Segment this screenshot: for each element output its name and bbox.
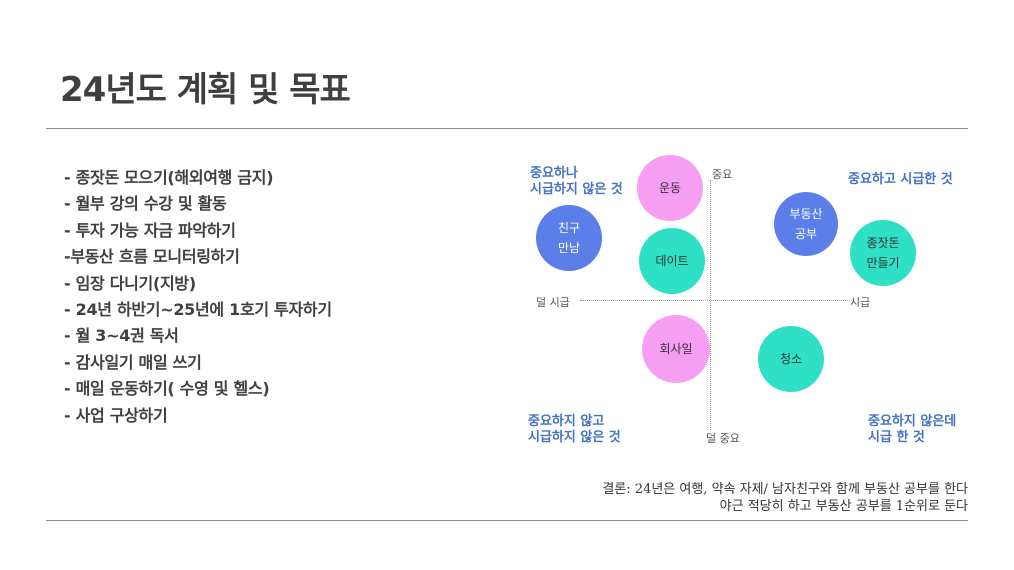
plan-item: - 24년 하반기~25년에 1호기 투자하기: [64, 300, 332, 320]
conclusion: 결론: 24년은 여행, 약속 자제/ 남자친구와 함께 부동산 공부를 한다 …: [602, 481, 968, 515]
bubble-label: 데이트: [655, 254, 689, 268]
bubble-label: 친구: [557, 221, 581, 235]
urgency-axis: [580, 300, 850, 301]
page-title: 24년도 계획 및 목표: [60, 70, 351, 110]
plan-item: - 임장 다니기(지방): [64, 273, 196, 293]
bubble-label: 부동산: [789, 207, 823, 221]
plan-item: - 종잣돈 모으기(해외여행 금지): [64, 168, 274, 187]
bubble-label: 만들기: [866, 256, 900, 270]
quadrant-important-not-urgent: 중요하나 시급하지 않은 것: [530, 166, 623, 198]
conclusion-line: 야근 적당히 하고 부동산 공부를 1순위로 둔다: [719, 499, 968, 514]
quadrant-important-urgent: 중요하고 시급한 것: [848, 172, 953, 188]
bubble-cleaning: 청소: [758, 326, 824, 392]
quadrant-label-line: 시급하지 않은 것: [530, 182, 623, 197]
bubble-label: 만남: [557, 241, 581, 255]
quadrant-not-important-not-urgent: 중요하지 않고 시급하지 않은 것: [528, 414, 621, 446]
bottom-divider: [46, 520, 968, 521]
quadrant-label-line: 중요하지 않고: [528, 414, 605, 429]
plan-item: - 월 3~4권 독서: [64, 326, 179, 346]
axis-label-less-urgent: 덜 시급: [536, 296, 570, 309]
priority-matrix: 중요 덜 중요 덜 시급 시급 중요하나 시급하지 않은 것 중요하고 시급한 …: [520, 150, 980, 450]
bubble-date: 데이트: [639, 228, 705, 294]
bubble-label: 종잣돈: [866, 236, 900, 250]
conclusion-line: 결론: 24년은 여행, 약속 자제/ 남자친구와 함께 부동산 공부를 한다: [602, 482, 968, 497]
bubble-label: 운동: [658, 181, 682, 195]
axis-label-urgent: 시급: [850, 296, 871, 309]
plan-item: - 매일 운동하기( 수영 및 헬스): [64, 379, 270, 399]
quadrant-label-line: 중요하지 않은데: [868, 414, 957, 429]
top-divider: [46, 128, 968, 129]
axis-label-important: 중요: [712, 168, 733, 181]
bubble-label: 회사일: [659, 342, 693, 356]
bubble-label: 공부: [794, 227, 818, 241]
bubble-company-work: 회사일: [642, 315, 710, 383]
plan-item: - 월부 강의 수강 및 활동: [64, 194, 227, 214]
quadrant-label-line: 시급 한 것: [868, 430, 925, 445]
quadrant-not-important-urgent: 중요하지 않은데 시급 한 것: [868, 414, 956, 446]
plan-item: - 투자 가능 자금 파악하기: [64, 220, 236, 240]
importance-axis: [710, 180, 711, 430]
plan-item: -부동산 흐름 모니터링하기: [64, 247, 240, 267]
quadrant-label-line: 시급하지 않은 것: [528, 430, 621, 445]
axis-label-less-important: 덜 중요: [706, 432, 740, 445]
bubble-exercise: 운동: [637, 155, 703, 221]
bubble-label: 청소: [779, 352, 803, 366]
plan-list: - 종잣돈 모으기(해외여행 금지) - 월부 강의 수강 및 활동 - 투자 …: [64, 165, 332, 429]
plan-item: - 사업 구상하기: [64, 405, 168, 425]
quadrant-label-line: 중요하나: [530, 166, 578, 181]
plan-item: - 감사일기 매일 쓰기: [64, 352, 202, 372]
quadrant-label-line: 중요하고 시급한 것: [848, 172, 953, 187]
